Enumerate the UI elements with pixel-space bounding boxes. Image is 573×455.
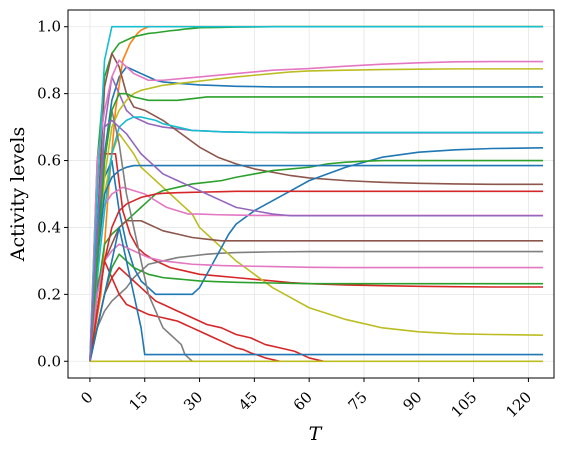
x-tick-label-8: 120 <box>502 388 535 421</box>
series-line-7 <box>89 250 544 362</box>
y-tick-label-3: 0.6 <box>37 152 61 170</box>
series-line-22 <box>89 190 544 362</box>
series-line-10 <box>89 147 544 362</box>
x-tick-label-2: 30 <box>180 388 206 414</box>
series-line-5 <box>89 52 544 362</box>
series-line-18 <box>89 164 544 362</box>
series-line-3 <box>89 153 544 362</box>
series-line-15 <box>89 116 544 362</box>
y-tick-label-2: 0.4 <box>37 218 61 236</box>
series-line-20 <box>89 253 544 362</box>
x-tick-label-1: 15 <box>125 388 151 414</box>
grid-lines <box>68 10 554 378</box>
x-tick-label-0: 0 <box>77 388 96 407</box>
series-line-17 <box>89 219 544 362</box>
series-line-14 <box>89 266 324 363</box>
x-tick-label-6: 90 <box>399 388 425 414</box>
x-axis-ticks: 0 15 30 45 60 75 90 105 120 <box>77 378 535 421</box>
series-line-11 <box>89 260 281 363</box>
series-line-8 <box>89 132 544 362</box>
y-axis-ticks: 0.0 0.2 0.4 0.6 0.8 1.0 <box>37 18 68 370</box>
y-tick-label-0: 0.0 <box>37 352 61 370</box>
series-line-0 <box>89 66 544 362</box>
series-line-13 <box>89 186 544 362</box>
series-line-16 <box>89 68 544 362</box>
x-tick-label-7: 105 <box>447 388 480 421</box>
series-line-4 <box>89 76 544 362</box>
x-tick-label-5: 75 <box>345 388 371 414</box>
x-axis-label: T <box>309 423 323 445</box>
series-line-9 <box>89 25 544 362</box>
y-axis-label: Activity levels <box>7 127 29 262</box>
series-line-25 <box>89 92 544 362</box>
y-tick-label-4: 0.8 <box>37 85 61 103</box>
x-tick-label-4: 60 <box>290 388 316 414</box>
series-line-26 <box>89 119 544 362</box>
series-line-23 <box>89 226 544 362</box>
series-line-6 <box>89 59 544 362</box>
plot-frame <box>67 9 555 379</box>
x-tick-label-3: 45 <box>235 388 261 414</box>
y-tick-label-1: 0.2 <box>37 285 61 303</box>
series-lines <box>89 25 544 363</box>
series-line-19 <box>89 243 544 362</box>
y-tick-label-5: 1.0 <box>37 18 61 36</box>
